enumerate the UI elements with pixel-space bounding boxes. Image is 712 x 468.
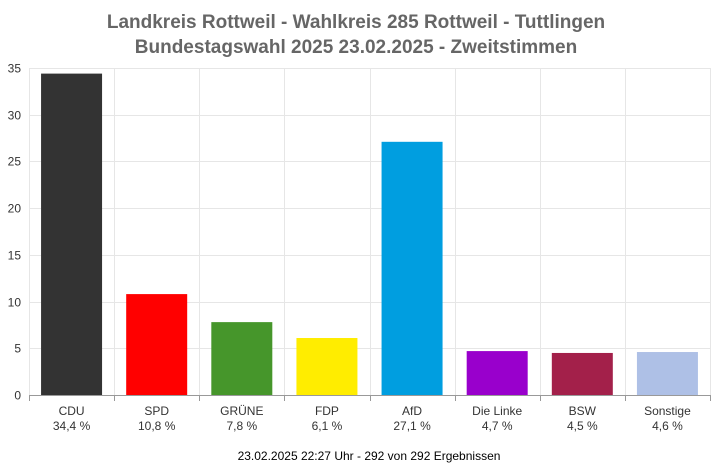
y-tick-label: 35 [8,62,22,76]
x-category-label: CDU [59,404,85,418]
y-tick-label: 20 [8,202,22,216]
x-value-label: 27,1 % [393,419,431,433]
bar-spd [126,294,188,395]
y-tick-label: 25 [8,155,22,169]
y-tick-label: 10 [8,296,22,310]
x-category-label: SPD [144,404,169,418]
chart-title-line2: Bundestagswahl 2025 23.02.2025 - Zweitst… [135,37,577,58]
chart-footer: 23.02.2025 22:27 Uhr - 292 von 292 Ergeb… [238,449,501,463]
x-value-label: 7,8 % [226,419,257,433]
bar-die-linke [466,351,528,395]
x-value-label: 10,8 % [138,419,176,433]
y-tick-label: 30 [8,109,22,123]
bar-afd [381,141,443,395]
x-category-label: Die Linke [472,404,522,418]
x-value-label: 4,5 % [567,419,598,433]
y-tick-label: 5 [14,342,21,356]
x-value-label: 4,7 % [482,419,513,433]
y-axis: 0 5 10 15 20 25 30 35 [8,62,22,403]
y-tick-label: 15 [8,249,22,263]
bar-grüne [211,322,273,395]
x-value-label: 4,6 % [652,419,683,433]
x-category-label: BSW [569,404,597,418]
chart-title-line1: Landkreis Rottweil - Wahlkreis 285 Rottw… [107,12,605,33]
x-category-label: AfD [402,404,422,418]
bars [41,73,698,395]
y-tick-label: 0 [14,389,21,403]
bar-fdp [296,338,358,395]
x-category-label: FDP [315,404,339,418]
x-value-label: 6,1 % [312,419,343,433]
x-category-label: GRÜNE [220,404,263,418]
bar-bsw [551,352,613,395]
x-value-label: 34,4 % [53,419,91,433]
bar-cdu [41,73,103,395]
bar-sonstige [636,352,698,395]
x-category-label: Sonstige [644,404,691,418]
